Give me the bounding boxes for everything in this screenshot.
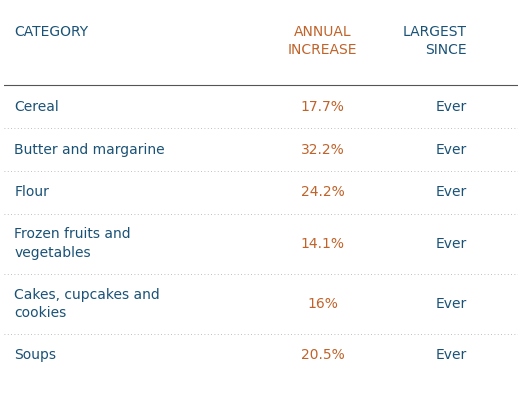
Text: LARGEST
SINCE: LARGEST SINCE [402,24,467,57]
Text: 20.5%: 20.5% [301,348,345,362]
Text: Flour: Flour [15,185,49,199]
Text: 16%: 16% [307,297,338,311]
Text: 14.1%: 14.1% [301,237,345,251]
Text: CATEGORY: CATEGORY [15,24,89,39]
Text: 32.2%: 32.2% [301,142,345,156]
Text: Cakes, cupcakes and
cookies: Cakes, cupcakes and cookies [15,288,160,320]
Text: Ever: Ever [435,100,467,114]
Text: Cereal: Cereal [15,100,59,114]
Text: Soups: Soups [15,348,56,362]
Text: Ever: Ever [435,142,467,156]
Text: Ever: Ever [435,297,467,311]
Text: 24.2%: 24.2% [301,185,345,199]
Text: Butter and margarine: Butter and margarine [15,142,165,156]
Text: ANNUAL
INCREASE: ANNUAL INCREASE [288,24,358,57]
Text: Ever: Ever [435,348,467,362]
Text: Ever: Ever [435,237,467,251]
Text: Frozen fruits and
vegetables: Frozen fruits and vegetables [15,227,131,260]
Text: 17.7%: 17.7% [301,100,345,114]
Text: Ever: Ever [435,185,467,199]
